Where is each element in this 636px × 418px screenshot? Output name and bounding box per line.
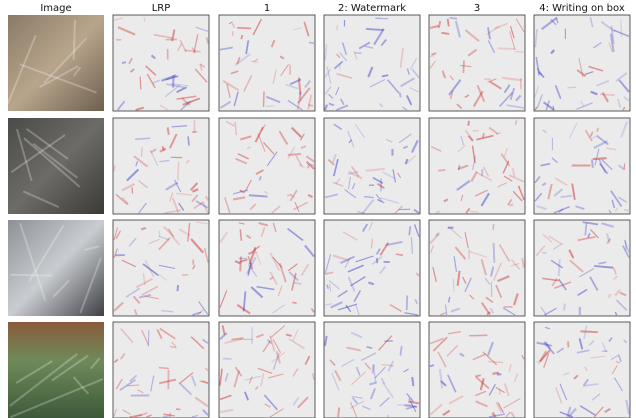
heatmap-stroke — [340, 63, 341, 70]
heatmap — [534, 322, 630, 418]
heatmap-stroke — [366, 29, 383, 30]
heatmap-stroke — [188, 136, 189, 145]
heatmap-stroke — [288, 154, 301, 155]
heatmap — [113, 322, 209, 418]
figure: Image LRP 1 2: Watermark 3 4: Writing on box — [0, 0, 636, 418]
heatmap — [219, 220, 315, 316]
heatmap-stroke — [292, 302, 296, 303]
column-header: Image — [40, 3, 71, 14]
column-header: 4: Writing on box — [539, 3, 625, 14]
heatmap-stroke — [241, 35, 242, 39]
heatmap — [219, 15, 315, 111]
photo — [8, 15, 104, 111]
photo-detail — [11, 275, 53, 276]
heatmap-background — [324, 220, 420, 316]
heatmap — [429, 322, 525, 418]
heatmap — [324, 322, 420, 418]
heatmap-stroke — [438, 170, 445, 171]
photo-detail — [74, 20, 75, 60]
heatmap-stroke — [168, 127, 169, 134]
heatmap-stroke — [580, 331, 597, 332]
heatmap — [324, 15, 420, 111]
heatmap — [219, 322, 315, 418]
heatmap-stroke — [463, 61, 464, 73]
heatmap — [219, 118, 315, 214]
heatmap-stroke — [142, 147, 143, 157]
heatmap-stroke — [473, 130, 479, 131]
heatmap — [429, 15, 525, 111]
heatmap-stroke — [122, 62, 126, 63]
heatmap — [534, 15, 630, 111]
heatmap-stroke — [135, 138, 150, 139]
heatmap-stroke — [409, 226, 410, 235]
heatmap-background — [534, 15, 630, 111]
heatmap-stroke — [475, 375, 481, 376]
photo-background — [8, 15, 104, 111]
heatmap-background — [113, 220, 209, 316]
heatmap-stroke — [412, 377, 413, 386]
heatmap-stroke — [494, 243, 495, 263]
heatmap-stroke — [163, 416, 170, 417]
heatmap-stroke — [441, 33, 449, 34]
heatmap — [113, 15, 209, 111]
heatmap-stroke — [141, 228, 146, 229]
heatmap-background — [534, 220, 630, 316]
heatmap-stroke — [448, 19, 449, 27]
heatmap-stroke — [498, 48, 516, 49]
heatmap — [429, 220, 525, 316]
heatmap — [534, 118, 630, 214]
heatmap-stroke — [492, 373, 499, 374]
heatmap-stroke — [264, 91, 265, 107]
heatmap-stroke — [407, 295, 408, 310]
column-header: 2: Watermark — [338, 3, 406, 14]
heatmap — [113, 220, 209, 316]
column-header: LRP — [152, 3, 171, 14]
heatmap-stroke — [400, 92, 401, 97]
heatmap-stroke — [564, 304, 565, 311]
heatmap-stroke — [178, 162, 179, 181]
heatmap-stroke — [600, 94, 615, 95]
column-header: 1 — [264, 3, 270, 14]
photo — [8, 322, 104, 418]
heatmap-stroke — [450, 18, 457, 19]
heatmap-stroke — [624, 164, 625, 169]
heatmap-stroke — [559, 259, 560, 276]
heatmap-stroke — [237, 28, 251, 29]
heatmap — [429, 118, 525, 214]
heatmap-stroke — [240, 229, 241, 241]
heatmap-stroke — [553, 106, 554, 110]
heatmap-background — [219, 220, 315, 316]
heatmap-background — [324, 118, 420, 214]
heatmap-stroke — [592, 159, 593, 167]
heatmap-stroke — [468, 121, 469, 126]
photo — [8, 118, 104, 214]
heatmap-background — [324, 322, 420, 418]
heatmap-stroke — [338, 407, 339, 417]
heatmap-stroke — [493, 224, 494, 230]
heatmap-stroke — [597, 128, 598, 132]
heatmap — [324, 220, 420, 316]
heatmap-stroke — [170, 413, 171, 417]
heatmap — [324, 118, 420, 214]
heatmap-background — [534, 322, 630, 418]
heatmap-stroke — [148, 330, 149, 346]
column-header: 3 — [474, 3, 480, 14]
heatmap — [113, 118, 209, 214]
heatmap-stroke — [585, 223, 586, 236]
heatmap-stroke — [483, 133, 484, 138]
heatmap-stroke — [509, 204, 513, 205]
heatmap-stroke — [249, 195, 268, 196]
heatmap-stroke — [177, 285, 178, 291]
heatmap — [534, 220, 630, 316]
photo — [8, 220, 104, 316]
heatmap-stroke — [439, 21, 440, 28]
heatmap-stroke — [159, 368, 169, 369]
heatmap-stroke — [309, 42, 314, 43]
photo-background — [8, 220, 104, 316]
heatmap-background — [429, 220, 525, 316]
heatmap-background — [429, 15, 525, 111]
